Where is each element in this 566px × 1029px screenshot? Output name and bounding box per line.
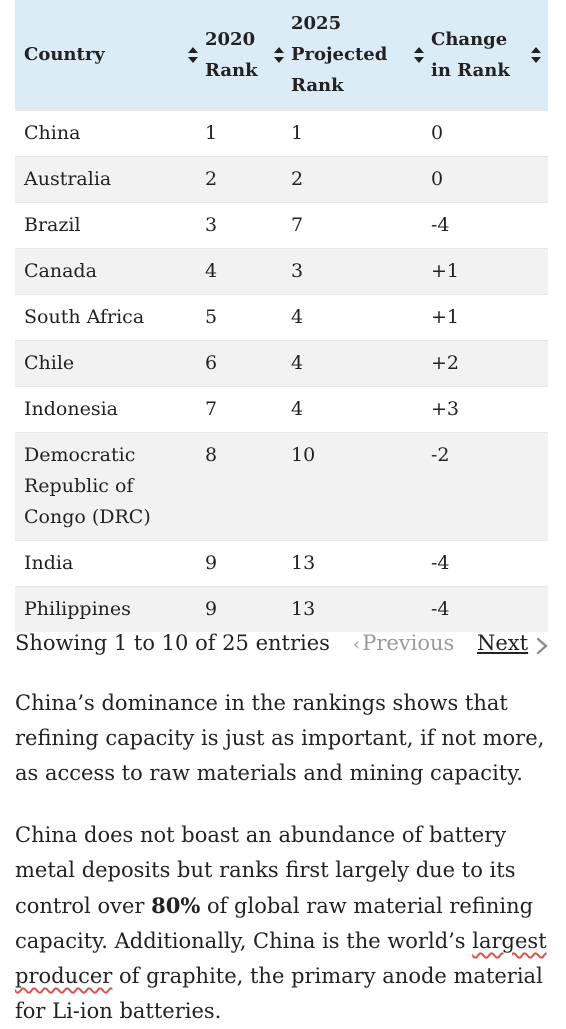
- cell-change: 0: [431, 109, 548, 156]
- cell-country: China: [15, 109, 205, 156]
- sort-updown-icon[interactable]: [413, 46, 425, 64]
- header-label: Country: [24, 44, 105, 66]
- cell-2020-rank: 2: [205, 155, 291, 202]
- sort-updown-icon[interactable]: [187, 46, 199, 64]
- cell-country: Chile: [15, 339, 205, 386]
- cell-2025-rank: 1: [291, 109, 431, 156]
- header-label: in Rank: [431, 59, 510, 81]
- cell-2020-rank: 9: [205, 585, 291, 632]
- cell-2020-rank: 8: [205, 431, 291, 540]
- header-change-in-rank[interactable]: Change in Rank: [431, 0, 548, 110]
- rankings-table: Country 2020 Rank 2025 Projected Rank Change in…: [15, 0, 548, 632]
- cell-country: Australia: [15, 155, 205, 202]
- rankings-table-container: Country 2020 Rank 2025 Projected Rank Change in…: [15, 0, 548, 632]
- cell-country: Canada: [15, 247, 205, 294]
- sort-updown-icon[interactable]: [530, 46, 542, 64]
- cell-country: South Africa: [15, 293, 205, 340]
- cell-country: India: [15, 539, 205, 586]
- cell-2020-rank: 4: [205, 247, 291, 294]
- cell-2025-rank: 2: [291, 155, 431, 202]
- header-label: Change: [431, 28, 508, 50]
- cell-country: Indonesia: [15, 385, 205, 432]
- paragraph-refining-capacity: China does not boast an abundance of bat…: [15, 818, 555, 1029]
- sort-updown-icon[interactable]: [273, 46, 285, 64]
- header-label: Rank: [291, 75, 344, 97]
- cell-2020-rank: 5: [205, 293, 291, 340]
- table-header-row: Country 2020 Rank 2025 Projected Rank Change in…: [15, 0, 548, 110]
- cell-2025-rank: 13: [291, 539, 431, 586]
- header-label: Projected: [291, 44, 388, 66]
- table-row: Democratic Republic of Congo (DRC) 8 10 -2: [15, 431, 548, 540]
- previous-button[interactable]: ‹Previous: [353, 631, 454, 655]
- cell-change: 0: [431, 155, 548, 202]
- header-label: Rank: [205, 59, 258, 81]
- paragraph-text: of graphite, the primary anode material …: [15, 964, 543, 1023]
- table-row: Indonesia 7 4 +3: [15, 385, 548, 432]
- table-row: India 9 13 -4: [15, 539, 548, 586]
- entries-info: Showing 1 to 10 of 25 entries: [15, 631, 330, 655]
- previous-label: Previous: [362, 631, 455, 655]
- table-row: Chile 6 4 +2: [15, 339, 548, 386]
- cell-change: -4: [431, 201, 548, 248]
- next-button[interactable]: Next: [477, 631, 529, 655]
- table-row: South Africa 5 4 +1: [15, 293, 548, 340]
- cell-2020-rank: 9: [205, 539, 291, 586]
- cell-2025-rank: 4: [291, 293, 431, 340]
- cell-2025-rank: 3: [291, 247, 431, 294]
- table-row: Philippines 9 13 -4: [15, 585, 548, 632]
- cell-country: Democratic Republic of Congo (DRC): [15, 431, 205, 540]
- table-row: China 1 1 0: [15, 109, 548, 156]
- cell-2025-rank: 7: [291, 201, 431, 248]
- cell-change: -4: [431, 539, 548, 586]
- cell-2020-rank: 7: [205, 385, 291, 432]
- cell-change: +1: [431, 247, 548, 294]
- link-largest[interactable]: largest: [472, 929, 547, 953]
- chevron-left-icon: ‹: [353, 634, 361, 655]
- paragraph-refining-dominance: China’s dominance in the rankings shows …: [15, 691, 545, 785]
- cell-country: Philippines: [15, 585, 205, 632]
- header-2025-projected-rank[interactable]: 2025 Projected Rank: [291, 0, 431, 110]
- paragraph-text: of global raw material refining capacity…: [15, 894, 534, 953]
- cell-change: +2: [431, 339, 548, 386]
- header-2020-rank[interactable]: 2020 Rank: [205, 0, 291, 110]
- cell-change: -4: [431, 585, 548, 632]
- cell-2025-rank: 4: [291, 385, 431, 432]
- header-country[interactable]: Country: [15, 0, 205, 110]
- table-row: Australia 2 2 0: [15, 155, 548, 202]
- header-label: 2025: [291, 13, 342, 35]
- link-producer[interactable]: producer: [15, 964, 113, 988]
- table-row: Brazil 3 7 -4: [15, 201, 548, 248]
- cell-change: +1: [431, 293, 548, 340]
- header-label: 2020: [205, 28, 256, 50]
- table-row: Canada 4 3 +1: [15, 247, 548, 294]
- cell-2020-rank: 1: [205, 109, 291, 156]
- cell-2025-rank: 4: [291, 339, 431, 386]
- cell-2025-rank: 13: [291, 585, 431, 632]
- table-body: China 1 1 0 Australia 2 2 0 Brazil 3 7 -4 Canada 4 3 +1…: [15, 109, 548, 632]
- table-pagination: Showing 1 to 10 of 25 entries ‹Previous …: [15, 628, 552, 664]
- cell-change: -2: [431, 431, 548, 540]
- cell-2020-rank: 6: [205, 339, 291, 386]
- chevron-right-icon[interactable]: [535, 636, 549, 655]
- cell-2020-rank: 3: [205, 201, 291, 248]
- paragraph-text: China does not boast an abundance of bat…: [15, 823, 516, 918]
- bold-percentage: 80%: [151, 893, 201, 918]
- cell-change: +3: [431, 385, 548, 432]
- cell-2025-rank: 10: [291, 431, 431, 540]
- cell-country: Brazil: [15, 201, 205, 248]
